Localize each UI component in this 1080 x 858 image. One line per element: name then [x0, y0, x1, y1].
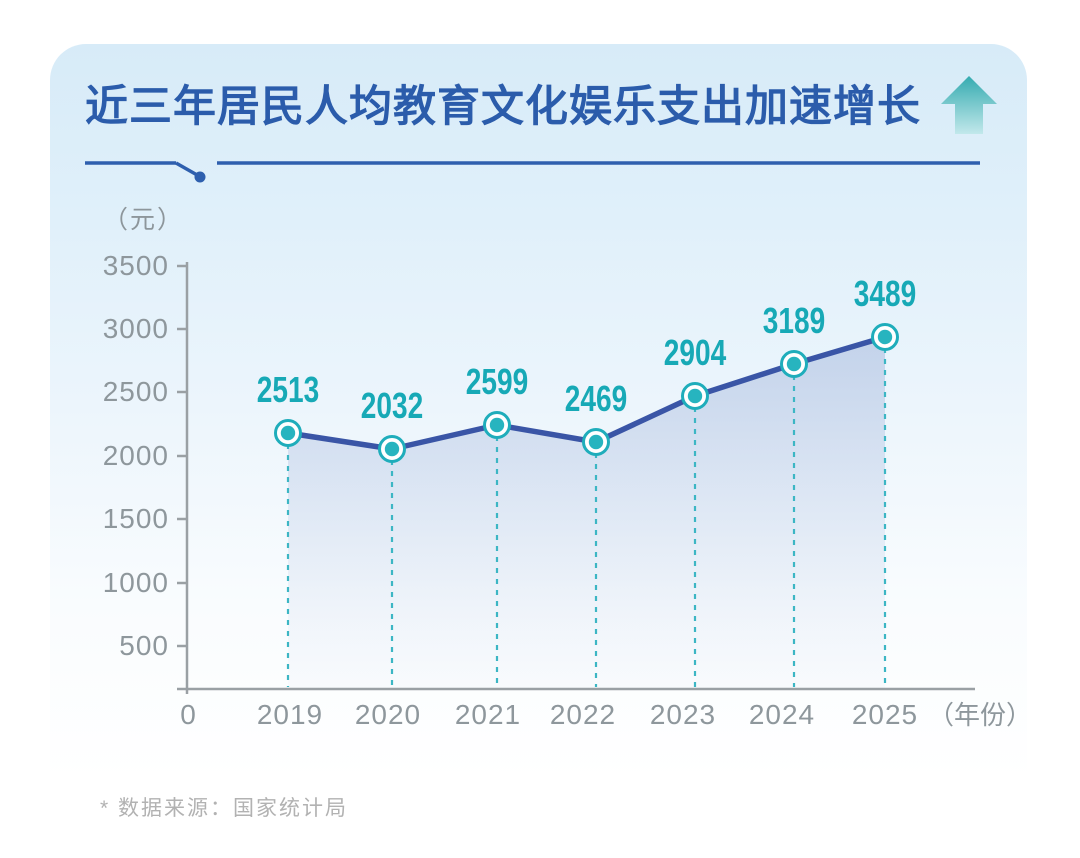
y-tick-label: 3500: [103, 250, 169, 281]
data-value-label: 2599: [466, 362, 528, 402]
divider-dot: [194, 171, 206, 183]
y-tick-label: 2500: [103, 376, 169, 407]
y-axis-unit-label: （元）: [103, 206, 185, 234]
y-tick-label: 2000: [103, 440, 169, 471]
data-point-marker-core: [280, 425, 296, 441]
y-tick-label: 1500: [103, 503, 169, 534]
x-axis-suffix-label: （年份）: [928, 700, 1032, 730]
y-tick-label: 3000: [103, 313, 169, 344]
x-tick-label: 2021: [455, 699, 521, 730]
chart-title: 近三年居民人均教育文化娱乐支出加速增长: [85, 83, 921, 131]
data-point-marker-core: [786, 356, 802, 372]
source-note: * 数据来源：国家统计局: [100, 797, 349, 820]
data-value-label: 2513: [257, 370, 319, 410]
divider-diagonal-segment: [175, 161, 199, 178]
y-tick-label: 500: [119, 630, 169, 661]
data-point-marker-core: [588, 434, 604, 450]
y-tick-label: 1000: [103, 567, 169, 598]
data-point-marker-core: [384, 441, 400, 457]
x-tick-label: 2025: [852, 699, 918, 730]
x-tick-label: 2020: [355, 699, 421, 730]
x-tick-label: 2022: [550, 699, 616, 730]
data-point-marker-core: [489, 417, 505, 433]
area-fill: [288, 337, 885, 689]
origin-label: 0: [180, 699, 196, 730]
title-divider: [80, 155, 990, 187]
data-point-marker-core: [687, 388, 703, 404]
data-value-label: 3189: [763, 301, 825, 341]
x-tick-label: 2023: [650, 699, 716, 730]
x-tick-label: 2019: [257, 699, 323, 730]
data-value-label: 2904: [664, 333, 726, 373]
x-tick-label: 2024: [749, 699, 815, 730]
data-point-marker-core: [877, 329, 893, 345]
up-arrow-shape: [941, 76, 997, 134]
data-value-label: 2469: [565, 379, 627, 419]
data-value-label: 3489: [854, 274, 916, 314]
up-arrow-icon: [941, 76, 997, 134]
data-value-label: 2032: [361, 386, 423, 426]
